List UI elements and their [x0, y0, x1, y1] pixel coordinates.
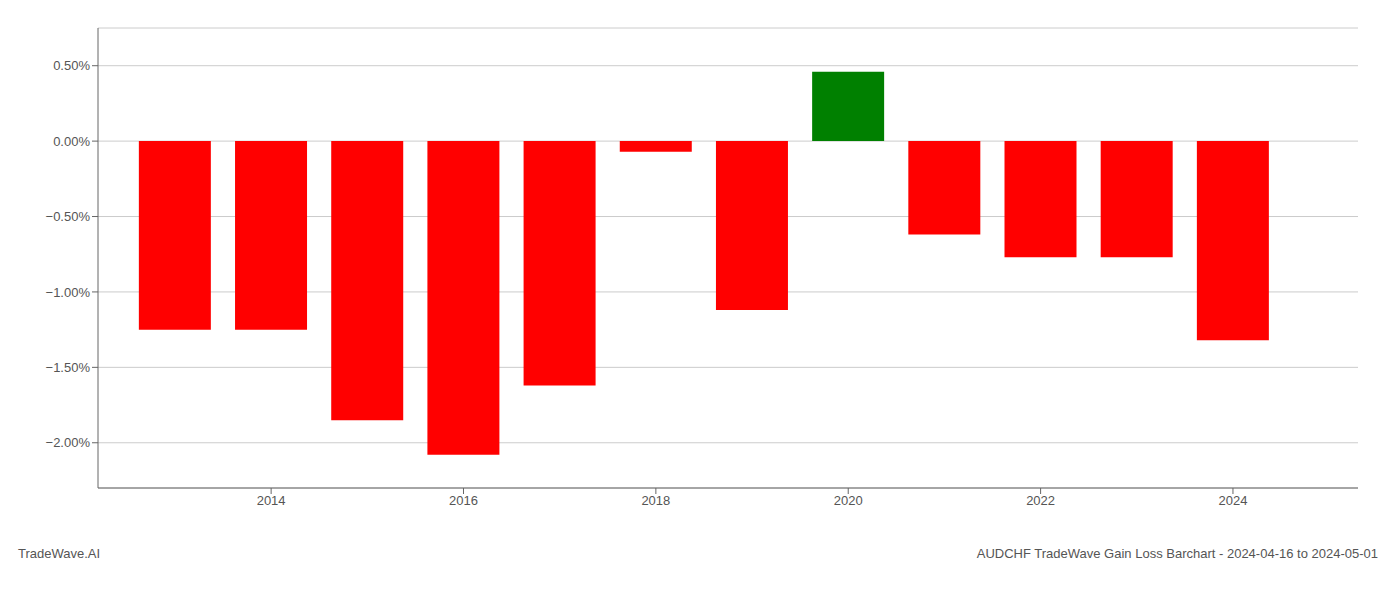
html-text:AUDCHF TradeWave Gain Loss Bar: AUDCHF TradeWave Gain Loss Barchart - 20… [976, 546, 1378, 561]
svg-text:2014: 2014 [257, 493, 286, 508]
svg-text:0.50%: 0.50% [53, 58, 90, 73]
svg-text:2020: 2020 [834, 493, 863, 508]
svg-text:2022: 2022 [1026, 493, 1055, 508]
html-text:TradeWave.AI: TradeWave.AI [18, 546, 101, 561]
svg-text:−1.50%: −1.50% [46, 360, 91, 375]
svg-text:0.00%: 0.00% [53, 134, 90, 149]
svg-text:−2.00%: −2.00% [46, 435, 91, 450]
svg-text:−0.50%: −0.50% [46, 209, 91, 224]
svg-text:2016: 2016 [449, 493, 478, 508]
svg-text:−1.00%: −1.00% [46, 285, 91, 300]
svg-text:2024: 2024 [1219, 493, 1248, 508]
svg-text:2018: 2018 [641, 493, 670, 508]
